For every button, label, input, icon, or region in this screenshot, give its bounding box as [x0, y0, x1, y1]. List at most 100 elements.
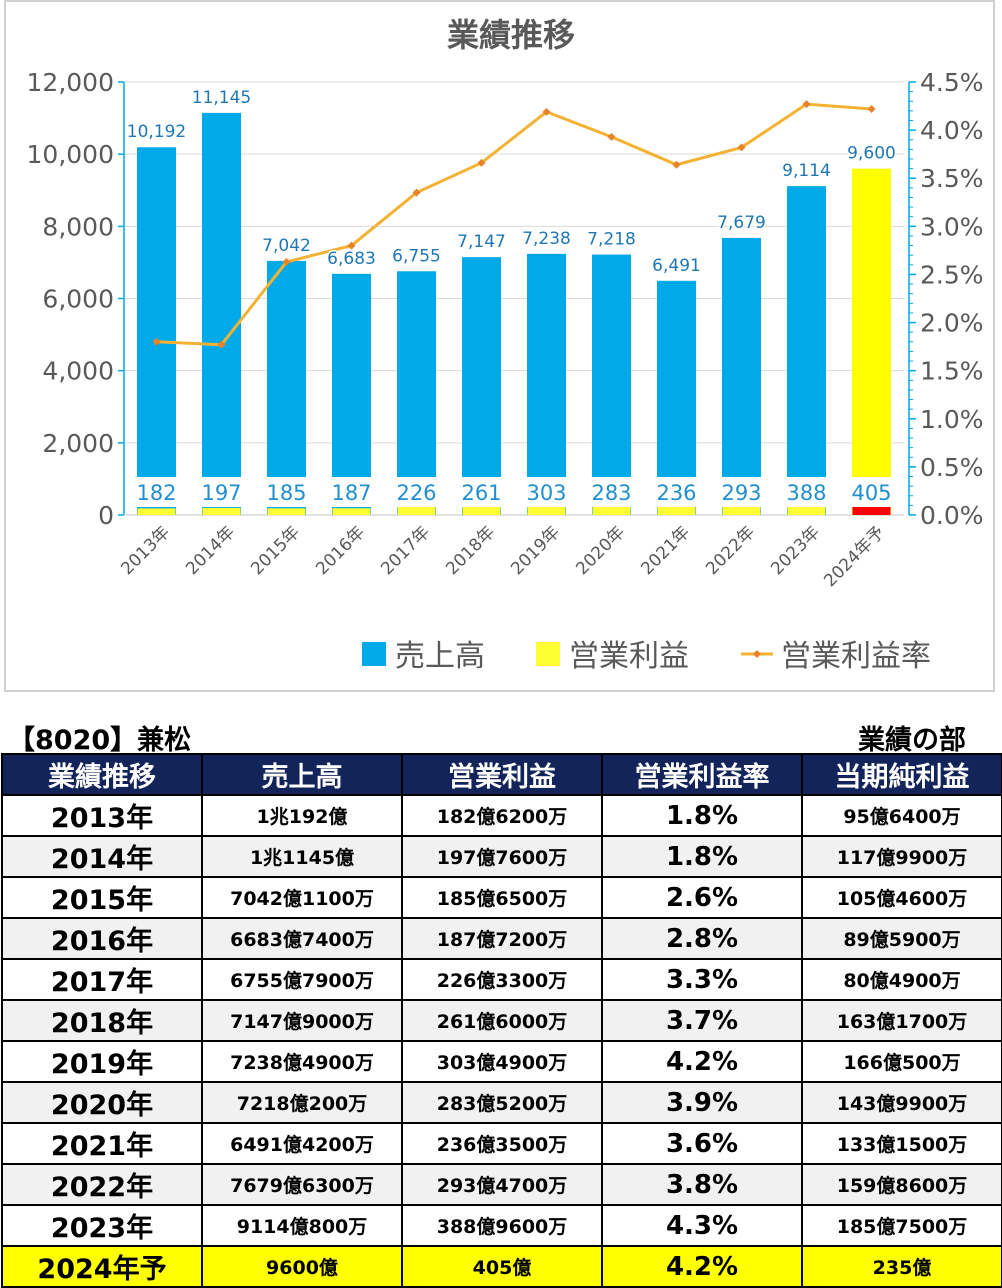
revenue-bar [397, 271, 436, 515]
revenue-data-label: 7,238 [522, 229, 571, 249]
revenue-bar [462, 257, 501, 515]
operating-profit-data-label: 226 [396, 481, 436, 505]
operating-margin-cell: 3.6% [601, 1122, 803, 1165]
revenue-data-label: 7,679 [717, 213, 766, 233]
operating-profit-data-label: 182 [136, 481, 176, 505]
revenue-bar [202, 112, 241, 515]
y-left-tick-label: 0 [98, 501, 114, 530]
operating-profit-label-box [327, 477, 376, 507]
year-cell: 2022年 [1, 1163, 203, 1206]
net-income-cell: 95億6400万 [801, 794, 1002, 837]
operating-margin-point [802, 100, 811, 109]
operating-profit-label-box [782, 477, 831, 507]
year-cell: 2017年 [1, 958, 203, 1001]
net-income-cell: 89億5900万 [801, 917, 1002, 960]
y-right-tick-label: 2.0% [920, 309, 984, 338]
operating-profit-data-label: 185 [266, 481, 306, 505]
x-tick-label: 2024年予 [820, 522, 889, 591]
revenue-data-label: 9,600 [847, 144, 896, 164]
operating-margin-point [672, 160, 681, 169]
year-cell: 2023年 [1, 1204, 203, 1247]
legend-swatch-revenue [362, 642, 386, 666]
net-income-cell: 185億7500万 [801, 1204, 1002, 1247]
revenue-data-label: 7,042 [262, 236, 311, 256]
operating-profit-cell: 293億4700万 [401, 1163, 603, 1206]
operating-profit-label-box [652, 477, 701, 507]
operating-margin-cell: 4.3% [601, 1204, 803, 1247]
operating-profit-data-label: 388 [786, 481, 826, 505]
legend-label-operating-profit: 営業利益 [569, 639, 689, 674]
header-net-income: 当期純利益 [801, 753, 1002, 796]
x-tick-label: 2022年 [702, 522, 759, 579]
chart-title: 業績推移 [447, 16, 575, 54]
operating-profit-bar [267, 508, 306, 515]
operating-margin-cell: 2.8% [601, 917, 803, 960]
chart-container: 業績推移 0 2,000 4,000 6,000 8,000 10,000 12,000 0.0… [4, 0, 995, 692]
table-row: 2023年 9114億800万 388億9600万 4.3% 185億7500万 [1, 1204, 1002, 1247]
table-row: 2015年 7042億1100万 185億6500万 2.6% 105億4600万 [1, 876, 1002, 919]
operating-profit-cell: 187億7200万 [401, 917, 603, 960]
y-left-tick-label: 10,000 [27, 140, 114, 169]
table-row: 2024年予 9600億 405億 4.2% 235億 [1, 1245, 1002, 1288]
revenue-bar [852, 168, 891, 515]
x-tick-label: 2017年 [377, 522, 434, 579]
revenue-bar [137, 147, 176, 516]
performance-chart: 業績推移 0 2,000 4,000 6,000 8,000 10,000 12,000 0.0… [27, 16, 984, 674]
net-income-cell: 235億 [801, 1245, 1002, 1288]
operating-profit-bar [397, 506, 436, 515]
operating-margin-cell: 1.8% [601, 835, 803, 878]
operating-profit-bar [592, 504, 631, 515]
operating-margin-point [867, 104, 876, 113]
operating-margin-point [217, 340, 226, 349]
year-cell: 2019年 [1, 1040, 203, 1083]
year-cell: 2018年 [1, 999, 203, 1042]
year-cell: 2021年 [1, 1122, 203, 1165]
operating-profit-data-label: 293 [721, 481, 761, 505]
operating-profit-cell: 283億5200万 [401, 1081, 603, 1124]
operating-profit-data-label: 283 [591, 481, 631, 505]
y-right-tick-label: 3.5% [920, 164, 984, 193]
year-cell: 2015年 [1, 876, 203, 919]
operating-profit-label-box [262, 477, 311, 507]
table-row: 2017年 6755億7900万 226億3300万 3.3% 80億4900万 [1, 958, 1002, 1001]
y-left-tick-label: 6,000 [42, 285, 114, 314]
legend-swatch-operating-profit [536, 642, 560, 666]
year-cell: 2024年予 [1, 1245, 203, 1288]
y-right-tick-label: 0.0% [920, 501, 984, 530]
operating-margin-point [542, 107, 551, 116]
table-row: 2014年 1兆1145億 197億7600万 1.8% 117億9900万 [1, 835, 1002, 878]
operating-profit-bar [332, 508, 371, 515]
revenue-cell: 6491億4200万 [201, 1122, 403, 1165]
operating-margin-point [607, 132, 616, 141]
operating-profit-label-box [132, 477, 181, 507]
operating-profit-label-box [197, 477, 246, 507]
operating-profit-data-label: 187 [331, 481, 371, 505]
revenue-cell: 1兆192億 [201, 794, 403, 837]
table-row: 2022年 7679億6300万 293億4700万 3.8% 159億8600万 [1, 1163, 1002, 1206]
table-row: 2018年 7147億9000万 261億6000万 3.7% 163億1700万 [1, 999, 1002, 1042]
year-cell: 2014年 [1, 835, 203, 878]
net-income-cell: 143億9900万 [801, 1081, 1002, 1124]
performance-table: 業績推移 売上高 営業利益 営業利益率 当期純利益 2013年 1兆192億 182… [1, 753, 1002, 1288]
revenue-bar [527, 253, 566, 515]
legend-label-operating-margin: 営業利益率 [781, 639, 931, 674]
y-right-tick-label: 4.5% [920, 68, 984, 97]
operating-margin-cell: 1.8% [601, 794, 803, 837]
operating-margin-cell: 3.7% [601, 999, 803, 1042]
operating-profit-bar [137, 508, 176, 515]
revenue-bar [592, 254, 631, 515]
revenue-cell: 7679億6300万 [201, 1163, 403, 1206]
table-row: 2019年 7238億4900万 303億4900万 4.2% 166億500万 [1, 1040, 1002, 1083]
revenue-data-label: 6,755 [392, 246, 441, 266]
y-left-tick-label: 2,000 [42, 429, 114, 458]
section-label: 業績の部 [858, 725, 966, 756]
operating-profit-data-label: 405 [851, 481, 891, 505]
y-right-tick-label: 1.5% [920, 357, 984, 386]
revenue-cell: 1兆1145億 [201, 835, 403, 878]
operating-profit-data-label: 261 [461, 481, 501, 505]
net-income-cell: 163億1700万 [801, 999, 1002, 1042]
net-income-cell: 159億8600万 [801, 1163, 1002, 1206]
operating-margin-cell: 3.9% [601, 1081, 803, 1124]
company-label: 【8020】兼松 [8, 725, 192, 756]
net-income-cell: 166億500万 [801, 1040, 1002, 1083]
